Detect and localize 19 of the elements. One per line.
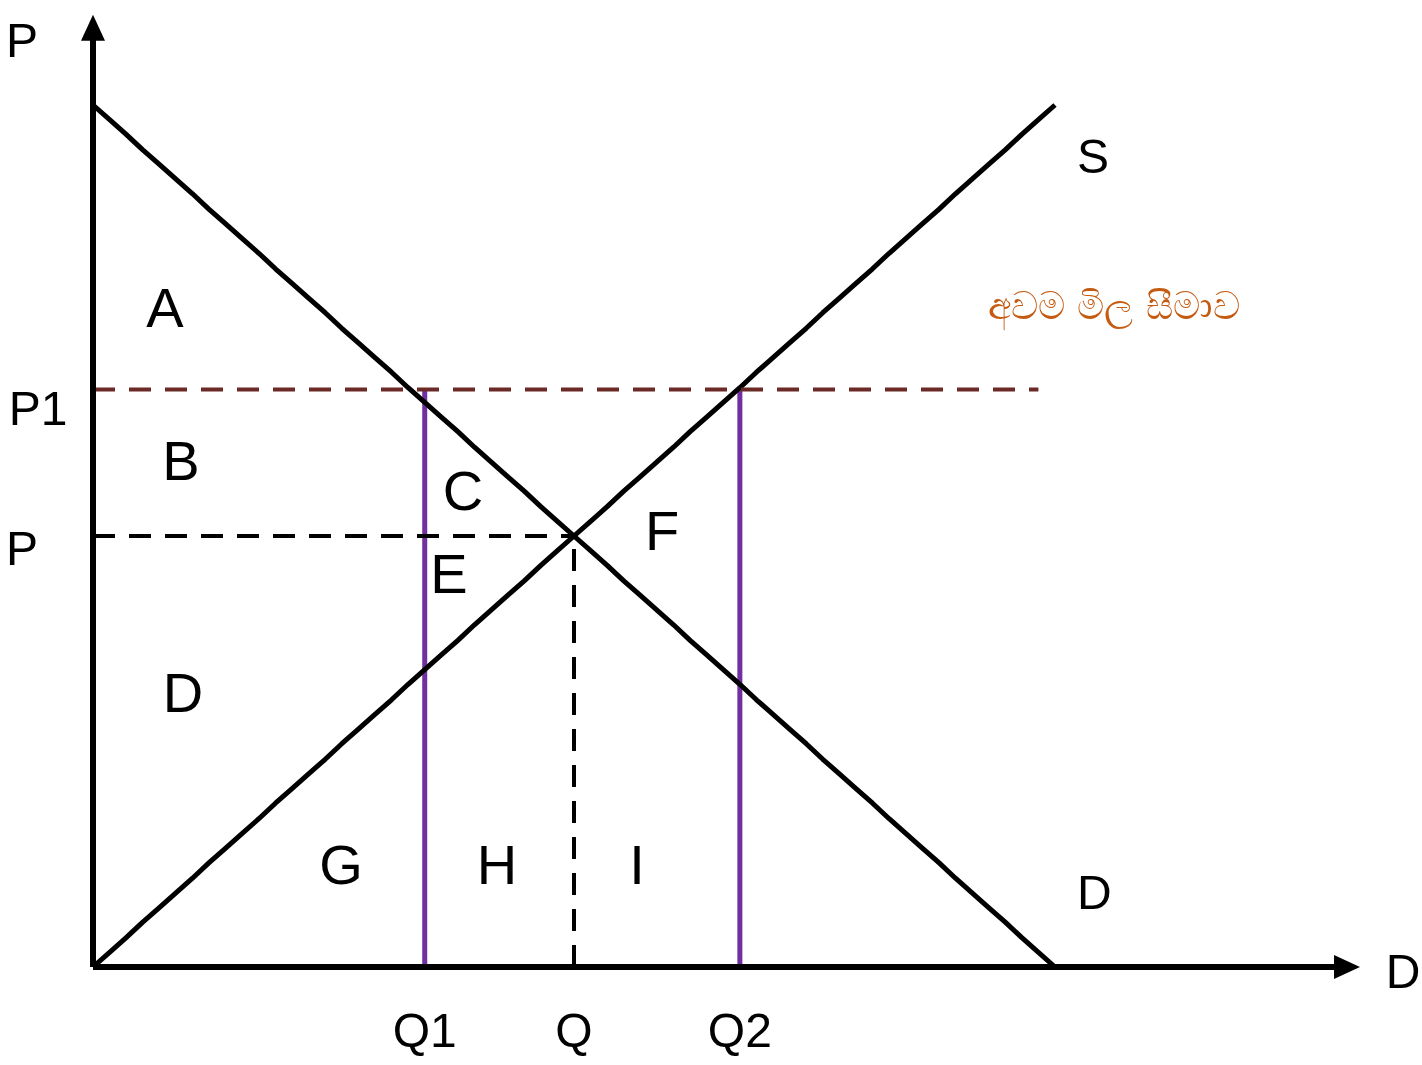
annotation: A	[146, 276, 185, 339]
x-tick-label: Q1	[392, 1004, 457, 1057]
y-axis-title: P	[5, 13, 39, 67]
x-tick-label: Q	[555, 1004, 593, 1057]
text: P	[5, 522, 39, 575]
annotation: E	[430, 542, 468, 605]
x-tick-label: Q2	[707, 1004, 772, 1057]
text: P1	[8, 382, 68, 435]
annotation: C	[442, 459, 484, 522]
text: D	[1385, 945, 1421, 998]
annotation: D	[162, 661, 204, 724]
annotation: I	[629, 833, 645, 896]
annotation: B	[162, 429, 200, 492]
series-label: D	[1077, 866, 1112, 919]
annotation: F	[644, 499, 680, 562]
series-label: S	[1077, 130, 1110, 183]
annotation: G	[319, 833, 363, 896]
series-label: අවම මිල සීමාව	[988, 284, 1240, 332]
annotation: H	[476, 833, 518, 896]
